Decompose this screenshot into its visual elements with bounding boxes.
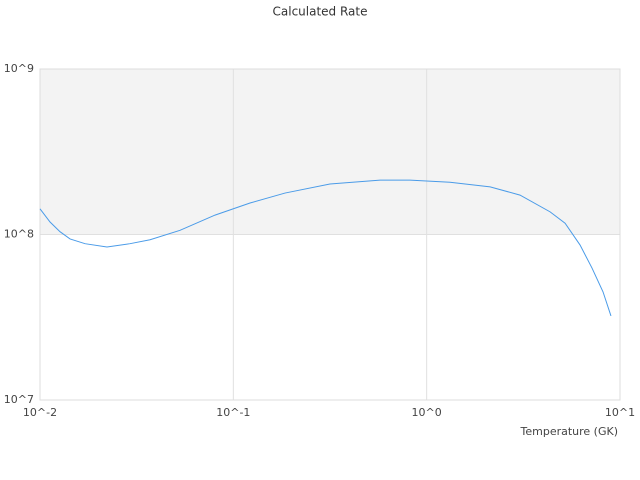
x-axis-label: Temperature (GK)	[520, 425, 619, 438]
y-tick-label: 10^8	[4, 228, 34, 241]
chart-title: Calculated Rate	[273, 5, 368, 19]
y-tick-label: 10^9	[4, 62, 34, 75]
x-tick-label: 10^0	[412, 406, 442, 419]
y-tick-label: 10^7	[4, 393, 34, 406]
x-tick-label: 10^-1	[216, 406, 250, 419]
line	[39, 179, 612, 317]
plot-border	[39, 68, 621, 401]
x-tick-label: 10^1	[605, 406, 635, 419]
grid-band	[40, 69, 620, 235]
x-tick-label: 10^-2	[23, 406, 57, 419]
